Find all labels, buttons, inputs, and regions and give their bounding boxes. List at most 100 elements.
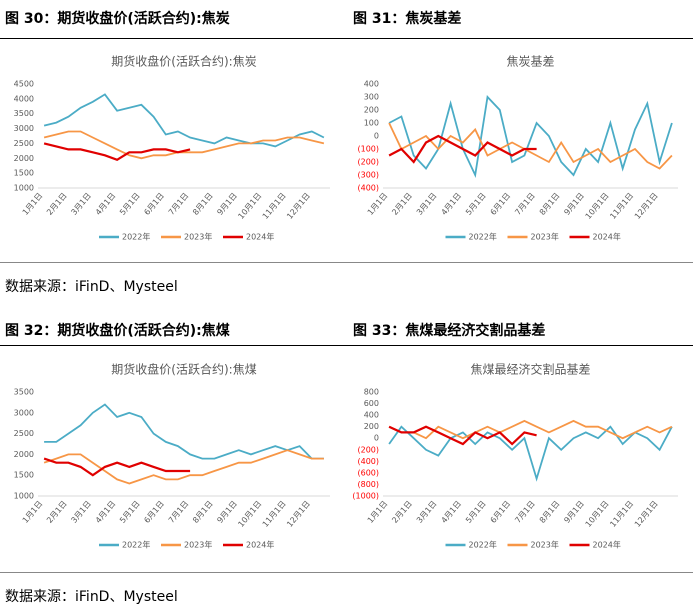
series-line	[44, 403, 324, 460]
chart: 焦煤最经济交割品基差 (1000) (800) (600) (400) (200) 0 200…	[352, 362, 678, 550]
x-tick-label: 7月1日	[167, 191, 191, 217]
x-tick-label: 2月1日	[390, 499, 414, 525]
legend-label: 2022年	[469, 540, 497, 550]
legend-label: 2024年	[593, 232, 621, 242]
x-tick-label: 11月1日	[608, 499, 635, 529]
x-tick-label: 3月1日	[415, 499, 439, 525]
x-tick-label: 3月1日	[69, 499, 93, 525]
chart: 期货收盘价(活跃合约):焦煤 1000 1500 2000 2500 3000 3500 1月…	[14, 362, 330, 550]
x-tick-label: 2月1日	[390, 191, 414, 217]
x-tick-label: 7月1日	[513, 191, 537, 217]
y-tick-label: 100	[364, 119, 379, 128]
x-tick-label: 6月1日	[142, 499, 166, 525]
chart-title: 焦煤最经济交割品基差	[470, 362, 590, 377]
source: 数据来源：iFinD、Mysteel	[5, 589, 178, 605]
x-tick-label: 10月1日	[584, 499, 611, 529]
x-tick-label: 2月1日	[45, 499, 69, 525]
x-tick-label: 4月1日	[94, 499, 118, 525]
y-tick-label: (200)	[357, 445, 379, 454]
rule	[0, 572, 693, 573]
x-tick-label: 5月1日	[464, 191, 488, 217]
x-tick-label: 10月1日	[236, 499, 263, 529]
x-tick-label: 7月1日	[167, 499, 191, 525]
y-tick-label: 400	[364, 411, 379, 420]
rule	[0, 345, 693, 346]
y-tick-label: (400)	[357, 184, 379, 193]
x-tick-label: 10月1日	[584, 191, 611, 221]
x-tick-label: 1月1日	[366, 499, 390, 525]
y-tick-label: (300)	[357, 171, 379, 180]
legend-label: 2022年	[122, 540, 150, 550]
y-tick-label: 1000	[14, 184, 34, 193]
caption: 图 31：焦炭基差	[353, 11, 462, 27]
legend-label: 2024年	[246, 540, 274, 550]
caption: 图 32：期货收盘价(活跃合约):焦煤	[5, 323, 230, 339]
y-tick-label: (600)	[357, 468, 379, 477]
x-tick-label: 8月1日	[191, 499, 215, 525]
x-tick-label: 11月1日	[261, 191, 288, 221]
x-tick-label: 1月1日	[21, 499, 45, 525]
legend-label: 2024年	[246, 232, 274, 242]
y-tick-label: 3500	[14, 388, 34, 397]
y-tick-label: (400)	[357, 457, 379, 466]
chart-title: 焦炭基差	[506, 55, 554, 69]
x-tick-label: 12月1日	[285, 191, 312, 221]
rule	[0, 38, 693, 39]
x-tick-label: 10月1日	[236, 191, 263, 221]
x-tick-label: 2月1日	[45, 191, 69, 217]
x-tick-label: 9月1日	[562, 191, 586, 217]
series-line	[43, 449, 324, 485]
y-tick-label: (200)	[357, 158, 379, 167]
y-tick-label: 1500	[14, 471, 34, 480]
y-tick-label: 3500	[14, 109, 34, 118]
series-line	[43, 130, 325, 160]
x-tick-label: 6月1日	[489, 499, 513, 525]
x-tick-label: 6月1日	[142, 191, 166, 217]
y-tick-label: 2500	[14, 139, 34, 148]
x-tick-label: 4月1日	[439, 191, 463, 217]
y-tick-label: 400	[364, 80, 379, 89]
x-tick-label: 5月1日	[464, 499, 488, 525]
series-line	[43, 142, 191, 162]
y-tick-label: 1000	[14, 492, 34, 501]
x-tick-label: 8月1日	[538, 499, 562, 525]
legend-label: 2022年	[122, 232, 150, 242]
series-line	[388, 122, 673, 170]
x-tick-label: 9月1日	[215, 499, 239, 525]
chart-title: 期货收盘价(活跃合约):焦煤	[111, 362, 256, 377]
series-line	[43, 457, 191, 477]
y-tick-label: 600	[364, 399, 379, 408]
legend-label: 2023年	[184, 540, 212, 550]
x-tick-label: 12月1日	[633, 499, 660, 529]
chart: 期货收盘价(活跃合约):焦炭 1000 1500 2000 2500 3000 3500 40…	[14, 54, 330, 242]
x-tick-label: 3月1日	[415, 191, 439, 217]
x-tick-label: 5月1日	[118, 191, 142, 217]
x-tick-label: 5月1日	[118, 499, 142, 525]
y-tick-label: 0	[374, 434, 379, 443]
series-line	[388, 425, 673, 482]
x-tick-label: 4月1日	[94, 191, 118, 217]
legend-label: 2023年	[184, 232, 212, 242]
y-tick-label: 200	[364, 422, 379, 431]
x-tick-label: 12月1日	[633, 191, 660, 221]
y-tick-label: (1000)	[352, 492, 379, 501]
series-line	[388, 134, 537, 164]
rule	[0, 262, 693, 263]
x-tick-label: 1月1日	[366, 191, 390, 217]
series-line	[388, 425, 537, 446]
y-tick-label: 800	[364, 388, 379, 397]
x-tick-label: 11月1日	[261, 499, 288, 529]
x-tick-label: 3月1日	[69, 191, 93, 217]
series-line	[388, 419, 673, 440]
legend-label: 2024年	[593, 540, 621, 550]
y-tick-label: 4000	[14, 94, 34, 103]
x-tick-label: 1月1日	[21, 191, 45, 217]
y-tick-label: 3000	[14, 124, 34, 133]
x-tick-label: 8月1日	[191, 191, 215, 217]
source: 数据来源：iFinD、Mysteel	[5, 279, 178, 295]
y-tick-label: 1500	[14, 169, 34, 178]
y-tick-label: 2500	[14, 429, 34, 438]
x-tick-label: 11月1日	[608, 191, 635, 221]
y-tick-label: (100)	[357, 145, 379, 154]
y-tick-label: 2000	[14, 450, 34, 459]
